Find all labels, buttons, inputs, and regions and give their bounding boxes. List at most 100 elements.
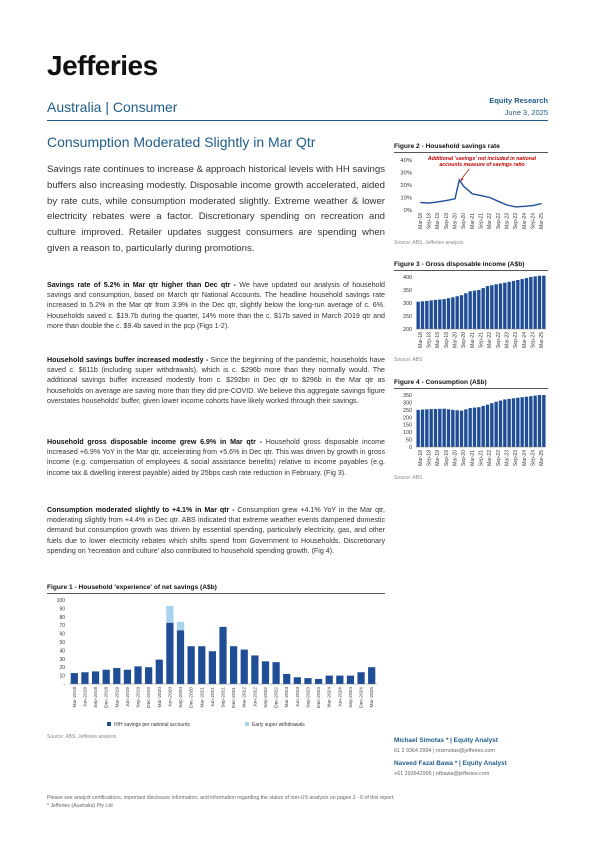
fig2-x-tick-label: Sep-22 [496,213,502,229]
paragraph-heading: Consumption moderated slightly to +4.1% … [47,506,235,514]
analyst-2-name: Naveed Fazal Bawa * | Equity Analyst [394,760,507,767]
paragraph-savings-rate: Savings rate of 5.2% in Mar qtr higher t… [47,280,385,331]
fig3-bar [446,298,451,329]
fig2-x-tick-label: Mar-23 [505,213,511,229]
fig3-bar [529,277,533,329]
fig1-x-tick-label: Mar-2019 [114,687,120,708]
fig3-bar [507,281,511,329]
fig3-bar [537,275,542,329]
fig3-bar [524,278,529,329]
fig1-bar-savings [102,669,110,684]
fig4-bar [542,395,546,447]
footer-entity: * Jefferies (Australia) Pty Ltd [47,803,113,809]
fig4-x-tick-label: Mar-22 [487,450,493,466]
company-logo: Jefferies [47,50,158,81]
fig1-bar-savings [208,651,216,684]
fig1-bar-savings [261,661,270,684]
fig4-x-tick-label: Sep-23 [513,450,519,466]
fig3-x-tick-label: Sep-21 [479,332,485,348]
fig4-x-tick-label: Sep-22 [496,450,502,466]
fig1-x-tick-label: Sep-2023 [305,687,311,708]
fig1-legend-label-super: Early super withdrawals [252,722,305,728]
fig1-bar-savings [251,655,259,684]
fig1-legend-swatch-super [245,722,249,726]
fig4-bar [429,409,433,447]
fig3-x-tick-label: Sep-18 [427,332,433,348]
fig3-y-tick-label: 350 [403,288,412,294]
fig3-bar [455,296,459,329]
fig1-legend-label-savings: H/H savings per national accounts [114,722,190,728]
fig1-y-tick-label: 100 [57,598,66,604]
fig1-x-tick-label: Mar-2024 [327,687,333,708]
fig4-bar [425,409,429,447]
fig1-x-tick-label: Jun-2023 [295,687,301,707]
fig2-chart: 0%10%20%30%40%Mar-18 Sep-18 Mar-19 Sep-19 Ma… [400,156,545,229]
fig1-chart: - 10 20 30 40 50 60 70 80 90 100 Mar-2018 Jun-2018 Se… [57,598,377,728]
fig1-bar-savings [357,672,365,684]
fig4-bar [520,397,524,447]
fig3-x-tick-label: Mar-18 [418,332,424,348]
fig2-x-tick-label: Mar-19 [435,213,441,229]
fig2-y-tick-label: 30% [400,171,412,177]
fig1-x-tick-label: Mar-2025 [369,687,375,708]
fig3-x-tick-label: Sep-20 [461,332,467,348]
fig3-bar [477,290,481,329]
lead-paragraph: Savings rate continues to increase & app… [47,164,385,254]
fig4-bar [455,410,459,447]
fig3-x-tick-label: Sep-22 [496,332,502,348]
fig1-x-tick-label: Mar-2023 [284,687,290,708]
fig1-bar-super [166,605,174,623]
analyst-1-contact[interactable]: 61 2 9364 2994 | msimotas@jefferies.com [394,748,495,754]
fig4-bar [503,399,507,447]
fig1-y-tick-label: 90 [59,606,65,612]
fig1-title: Figure 1 - Household 'experience' of net… [47,584,217,591]
fig4-x-tick-label: Sep-24 [531,450,537,466]
fig1-bar-savings [198,646,206,684]
fig2-annotation: Additional 'savings' not included in nat… [427,156,537,168]
fig1-x-tick-label: Jun-2020 [167,687,173,707]
fig1-x-tick-label: Dec-2022 [274,687,280,708]
fig4-bar [524,396,529,447]
fig1-bar-savings [230,646,238,684]
fig1-bar-savings [336,675,344,684]
fig4-bar [516,397,520,447]
fig1-bar-savings [70,673,78,684]
fig3-x-tick-label: Mar-19 [435,332,441,348]
fig3-x-tick-label: Sep-23 [513,332,519,348]
fig4-y-tick-label: 50 [406,438,412,444]
fig2-x-tick-label: Mar-22 [487,213,493,229]
fig3-bar [464,293,468,329]
fig4-x-tick-label: Mar-24 [522,450,528,466]
fig2-y-tick-label: 0% [404,208,412,214]
fig4-bar [468,408,472,447]
fig3-bar [490,285,494,329]
fig1-y-tick-label: 50 [59,640,65,646]
analyst-1-name: Michael Simotas * | Equity Analyst [394,737,498,744]
fig3-x-tick-label: Mar-24 [522,332,528,348]
fig2-x-tick-label: Mar-18 [418,213,424,229]
fig1-bar-savings [123,669,132,684]
fig4-x-tick-label: Sep-19 [444,450,450,466]
fig1-bar-savings [145,667,153,684]
fig1-bar-savings [314,678,323,684]
fig1-x-tick-label: Sep-2022 [263,687,269,708]
paragraph-consumption: Consumption moderated slightly to +4.1% … [47,505,385,556]
fig4-bar [507,398,511,447]
fig1-x-tick-label: Jun-2024 [337,687,343,707]
fig4-bar [438,408,442,447]
fig1-x-tick-label: Dec-2018 [104,687,110,708]
fig4-x-tick-label: Sep-18 [427,450,433,466]
fig1-x-tick-label: Dec-2019 [146,687,152,708]
fig4-x-tick-label: Mar-25 [539,450,545,466]
fig1-x-tick-label: Sep-2019 [136,687,142,708]
analyst-2-contact[interactable]: +61 293642995 | nfbawa@jefferies.com [394,771,490,777]
fig3-bar [425,300,429,329]
fig3-x-tick-label: Mar-25 [539,332,545,348]
fig3-x-tick-label: Mar-23 [505,332,511,348]
fig1-y-tick-label: 20 [59,665,65,671]
fig4-bar [481,405,485,447]
fig1-x-tick-label: Mar-2020 [157,687,163,708]
fig1-x-tick-label: Sep-2020 [178,687,184,708]
